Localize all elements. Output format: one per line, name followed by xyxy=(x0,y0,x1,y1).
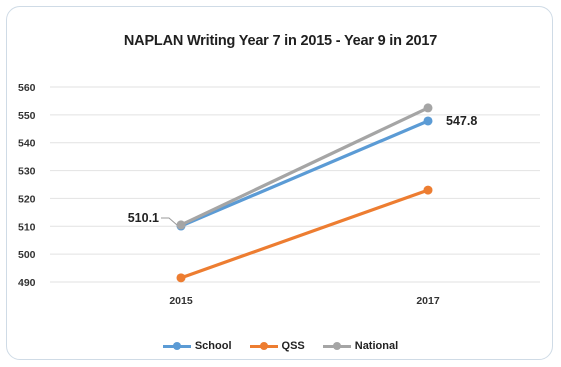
series-line-school xyxy=(179,119,430,228)
data-point-qss xyxy=(423,185,433,195)
x-tick-label: 2015 xyxy=(169,295,193,307)
legend-item-national: National xyxy=(322,340,399,352)
y-tick-label: 560 xyxy=(18,82,36,94)
data-label-leader xyxy=(161,217,178,226)
y-tick-label: 540 xyxy=(18,138,36,150)
y-tick-label: 490 xyxy=(18,277,36,289)
series-line-national xyxy=(179,106,430,227)
data-label: 510.1 xyxy=(128,211,159,225)
y-tick-label: 510 xyxy=(18,221,36,233)
y-tick-label: 530 xyxy=(18,166,36,178)
data-point-qss xyxy=(176,273,186,283)
y-tick-label: 500 xyxy=(18,249,36,261)
data-point-national xyxy=(176,220,186,230)
legend-item-qss: QSS xyxy=(249,340,305,352)
y-tick-label: 550 xyxy=(18,110,36,122)
series-line-qss xyxy=(179,188,430,280)
data-point-national xyxy=(423,103,433,113)
x-tick-label: 2017 xyxy=(416,295,440,307)
legend-swatch xyxy=(322,341,351,350)
data-point-school xyxy=(423,116,433,126)
legend-label: School xyxy=(194,340,232,352)
legend-swatch xyxy=(162,341,191,350)
chart-title: NAPLAN Writing Year 7 in 2015 - Year 9 i… xyxy=(123,33,438,49)
legend-label: QSS xyxy=(281,340,305,352)
y-tick-label: 520 xyxy=(18,193,36,205)
legend-label: National xyxy=(354,340,399,352)
legend-swatch xyxy=(249,341,278,350)
chart-legend: School QSS National xyxy=(0,340,561,352)
legend-item-school: School xyxy=(162,340,232,352)
data-label: 547.8 xyxy=(446,114,477,128)
